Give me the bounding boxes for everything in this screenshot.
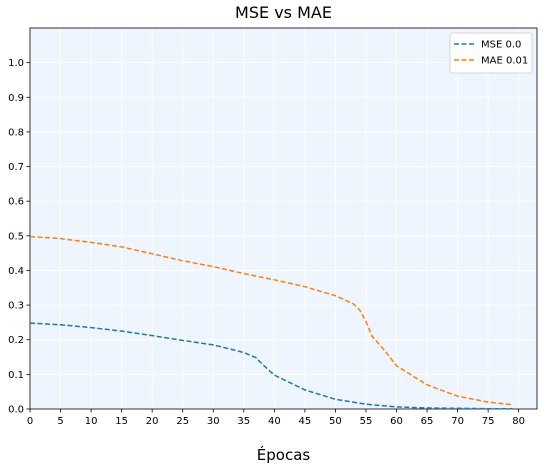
y-tick-label: 0.3: [8, 301, 24, 312]
x-axis-label: Épocas: [256, 446, 311, 464]
x-tick-label: 0: [27, 416, 33, 427]
x-tick-label: 20: [146, 416, 159, 427]
x-tick-label: 50: [329, 416, 342, 427]
series-line-mse-0-0: [29, 322, 513, 410]
legend-label: MSE 0.0: [481, 40, 521, 51]
y-tick-label: 0.1: [8, 370, 24, 381]
y-tick-label: 0.9: [8, 93, 24, 104]
y-tick-label: 0.0: [8, 405, 24, 416]
x-tick-label: 65: [421, 416, 434, 427]
legend-label: MAE 0.01: [481, 56, 528, 67]
x-tick-label: 25: [176, 416, 189, 427]
y-tick-label: 0.8: [8, 127, 24, 138]
grid-lines: [29, 28, 537, 410]
plot-frame: [29, 27, 538, 410]
x-tick-label: 70: [451, 416, 464, 427]
y-tick-label: 0.7: [8, 162, 24, 173]
y-tick-label: 1.0: [8, 58, 24, 69]
x-tick-label: 75: [482, 416, 495, 427]
y-tick-label: 0.5: [8, 231, 24, 242]
x-tick-label: 5: [57, 416, 63, 427]
series-lines: [29, 235, 513, 410]
x-tick-label: 55: [360, 416, 373, 427]
axes: 0 5 10 15 20 25 30 35 40 45 50 55 60 65 70 75 80 0.0 0.1 0.…: [8, 27, 538, 427]
x-tick-label: 80: [512, 416, 525, 427]
x-tick-label: 15: [115, 416, 128, 427]
y-tick-label: 0.2: [8, 335, 24, 346]
x-tick-label: 10: [85, 416, 98, 427]
y-tick-label: 0.4: [8, 266, 24, 277]
x-tick-label: 45: [299, 416, 312, 427]
chart-title: MSE vs MAE: [235, 3, 332, 22]
y-tick-label: 0.6: [8, 197, 24, 208]
series-line-mae-0-01: [29, 235, 513, 406]
legend: MSE 0.0 MAE 0.01: [449, 32, 533, 74]
x-tick-label: 40: [268, 416, 281, 427]
x-tick-label: 35: [237, 416, 250, 427]
x-tick-label: 60: [390, 416, 403, 427]
plot-background: [30, 28, 537, 409]
x-tick-label: 30: [207, 416, 220, 427]
legend-box: [449, 32, 533, 74]
